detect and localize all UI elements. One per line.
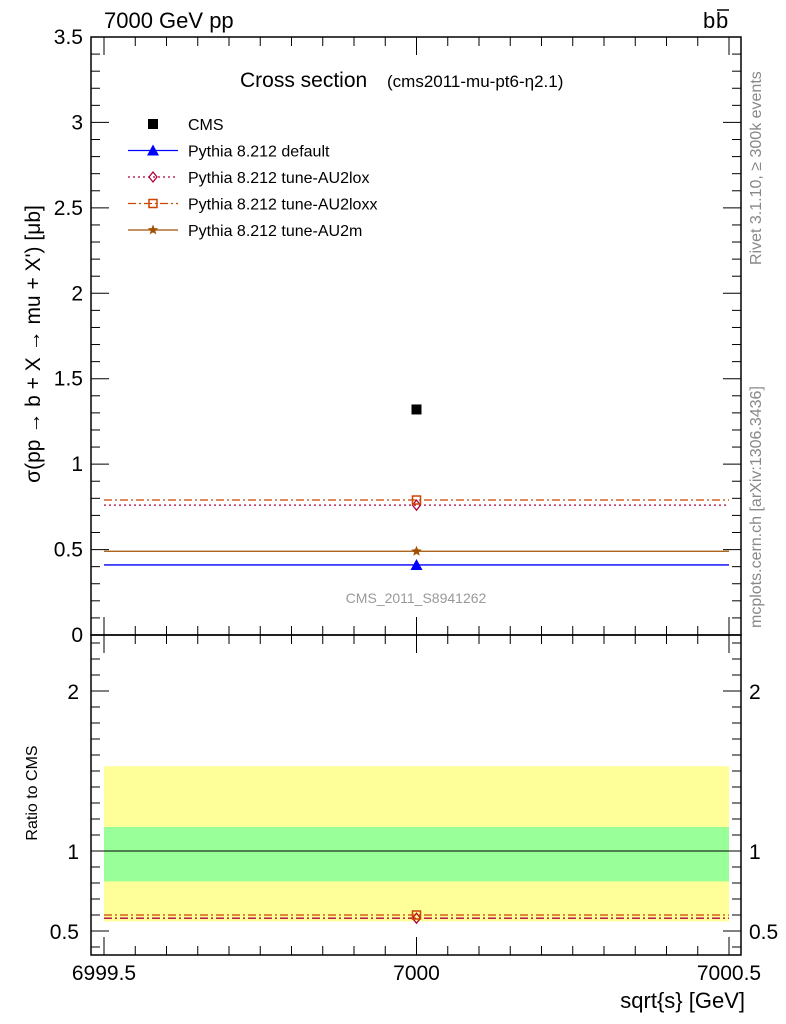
ratio-y-tick-label-left: 0.5 (50, 921, 79, 944)
series-point-4 (411, 545, 422, 556)
legend-label-2: Pythia 8.212 tune-AU2lox (188, 170, 369, 187)
x-axis-label: sqrt{s} [GeV] (620, 988, 745, 1013)
ratio-y-axis-label: Ratio to CMS (24, 745, 41, 840)
x-tick-label: 6999.5 (72, 962, 136, 985)
legend-label-1: Pythia 8.212 default (188, 144, 330, 161)
series-point-0 (411, 404, 422, 415)
rivet-label: Rivet 3.1.10, ≥ 300k events (748, 71, 765, 265)
series-point-3 (411, 495, 422, 505)
legend-label-0: CMS (188, 117, 224, 134)
legend-marker-0 (148, 119, 158, 129)
header-right: b (703, 8, 715, 33)
main-y-tick-label: 2.5 (54, 197, 83, 220)
main-y-tick-label: 3.5 (54, 26, 83, 49)
main-y-tick-label: 0.5 (54, 539, 83, 562)
main-y-tick-label: 3 (71, 111, 83, 134)
ratio-plot: 0.5 0.5 1 1 2 2 6999.5 7000 7000.5 (50, 634, 778, 985)
watermark: CMS_2011_S8941262 (346, 590, 487, 606)
legend-marker-3 (148, 198, 158, 209)
ratio-point-1 (411, 910, 422, 920)
main-y-tick-label: 0 (71, 624, 83, 647)
plot-title: Cross section (240, 69, 367, 92)
legend-marker-2 (148, 170, 158, 184)
main-y-axis-label: σ(pp → b + X → mu + X') [μb] (22, 205, 45, 483)
ratio-y-tick-label-right: 2 (749, 681, 761, 704)
ratio-band-inner (104, 827, 729, 882)
header-left: 7000 GeV pp (104, 8, 234, 33)
ratio-y-tick-label-right: 0.5 (749, 921, 778, 944)
x-tick-label: 7000 (393, 962, 440, 985)
main-y-tick-label: 1 (71, 453, 83, 476)
legend-marker-1 (147, 144, 159, 156)
series-point-1 (410, 558, 423, 570)
legend-marker-4 (147, 224, 159, 235)
plot-subtitle: (cms2011-mu-pt6-η2.1) (387, 72, 563, 91)
ratio-point-0 (411, 912, 422, 925)
x-tick-label: 7000.5 (697, 962, 761, 985)
mcplots-label: mcplots.cern.ch [arXiv:1306.3436] (748, 386, 765, 628)
ratio-y-tick-label-left: 1 (67, 841, 79, 864)
main-y-tick-label: 1.5 (54, 368, 83, 391)
legend-label-4: Pythia 8.212 tune-AU2m (188, 223, 362, 240)
main-y-tick-label: 2 (71, 282, 83, 305)
ratio-y-tick-label-left: 2 (67, 681, 79, 704)
legend-label-3: Pythia 8.212 tune-AU2loxx (188, 197, 377, 214)
legend: CMS Pythia 8.212 default Pythia 8.212 tune… (128, 117, 377, 240)
header-right-bar: b (716, 8, 728, 33)
ratio-y-tick-label-right: 1 (749, 841, 761, 864)
